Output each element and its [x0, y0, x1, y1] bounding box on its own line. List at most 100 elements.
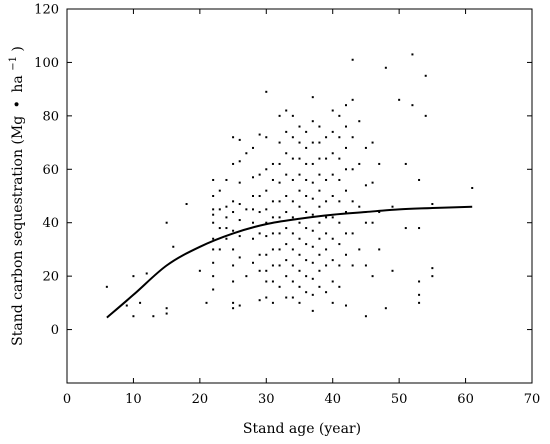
data-point	[371, 141, 374, 144]
y-axis-title-close: )	[10, 46, 26, 51]
data-point	[291, 216, 294, 219]
data-point	[311, 245, 314, 248]
data-point	[404, 227, 407, 230]
x-tick-label: 30	[258, 392, 275, 407]
data-point	[271, 248, 274, 251]
data-point	[358, 120, 361, 123]
data-point	[225, 237, 228, 240]
data-point	[358, 205, 361, 208]
data-point	[325, 264, 328, 267]
data-point	[278, 285, 281, 288]
data-point	[305, 275, 308, 278]
data-point	[311, 213, 314, 216]
y-tick-label: 0	[51, 323, 59, 338]
data-point	[291, 114, 294, 117]
data-point	[271, 200, 274, 203]
data-point	[278, 264, 281, 267]
data-point	[212, 237, 215, 240]
data-point	[218, 189, 221, 192]
data-point	[212, 213, 215, 216]
data-point	[325, 178, 328, 181]
data-point	[325, 291, 328, 294]
data-point	[351, 232, 354, 235]
data-point	[305, 227, 308, 230]
data-point	[145, 272, 148, 275]
trend-curve-line	[106, 205, 473, 319]
data-point	[278, 141, 281, 144]
data-point	[291, 157, 294, 160]
data-point	[265, 90, 268, 93]
y-axis-title-sep: •	[10, 100, 26, 108]
data-point	[291, 232, 294, 235]
data-point	[285, 152, 288, 155]
data-point	[384, 307, 387, 310]
data-point	[298, 205, 301, 208]
data-point	[338, 285, 341, 288]
data-point	[305, 130, 308, 133]
data-point	[205, 301, 208, 304]
data-point	[212, 195, 215, 197]
data-point	[105, 285, 108, 288]
data-point	[252, 195, 254, 197]
data-point	[338, 157, 341, 160]
data-point	[132, 315, 135, 318]
data-point	[338, 243, 341, 246]
data-point	[212, 178, 215, 181]
data-point	[271, 178, 274, 181]
data-point	[331, 152, 334, 155]
data-point	[418, 301, 421, 304]
data-point	[431, 275, 434, 278]
data-point	[252, 208, 254, 211]
data-point	[331, 259, 334, 262]
data-point	[285, 195, 288, 197]
data-point	[345, 146, 347, 149]
data-point	[165, 307, 168, 310]
data-point	[212, 275, 215, 278]
data-point	[232, 200, 235, 203]
y-tick-label: 120	[34, 3, 59, 18]
data-point	[431, 203, 434, 206]
data-point	[232, 211, 235, 214]
data-point	[225, 227, 228, 230]
data-point	[271, 216, 274, 219]
data-point	[471, 186, 474, 189]
y-axis-title-exp: −1	[8, 56, 19, 71]
data-point	[371, 275, 374, 278]
data-point	[278, 181, 281, 184]
data-point	[364, 264, 367, 267]
data-point	[351, 136, 354, 139]
data-point	[258, 211, 261, 214]
x-axis-title: Stand age (year)	[243, 421, 361, 437]
data-point	[364, 315, 367, 318]
data-point	[252, 221, 254, 224]
data-point	[351, 200, 354, 203]
data-point	[298, 125, 301, 128]
data-point	[345, 304, 347, 307]
data-point	[298, 157, 301, 160]
data-point	[345, 211, 347, 214]
data-point	[398, 98, 401, 101]
data-point	[311, 197, 314, 200]
data-point	[305, 146, 308, 149]
data-point	[258, 173, 261, 176]
data-point	[291, 296, 294, 299]
data-point	[351, 58, 354, 61]
data-point	[338, 200, 341, 203]
data-point	[298, 285, 301, 288]
data-point	[132, 275, 135, 278]
trend-curve	[106, 205, 473, 319]
data-point	[238, 219, 241, 222]
data-point	[345, 125, 347, 128]
data-point	[238, 138, 241, 141]
data-point	[185, 203, 188, 206]
data-point	[431, 267, 434, 270]
data-point	[232, 162, 235, 165]
data-point	[212, 261, 215, 264]
data-point	[258, 253, 261, 256]
data-point	[265, 269, 268, 272]
data-point	[265, 208, 268, 211]
data-point	[232, 264, 235, 267]
data-point	[318, 221, 321, 224]
data-point	[278, 200, 281, 203]
